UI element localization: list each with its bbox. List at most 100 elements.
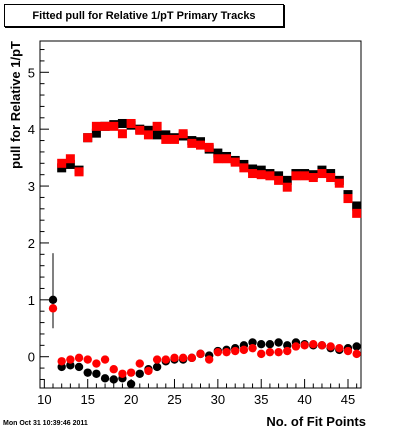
- data-point-square: [74, 167, 84, 177]
- x-axis-label: No. of Fit Points: [266, 414, 366, 429]
- x-tick-label: 15: [80, 392, 94, 407]
- data-point-square: [126, 118, 136, 128]
- data-point-square: [83, 133, 93, 143]
- x-tick-label: 35: [254, 392, 268, 407]
- data-point-square: [308, 173, 318, 183]
- data-point-circle: [109, 365, 118, 374]
- data-point-square: [91, 121, 101, 131]
- data-point-circle: [274, 338, 283, 347]
- data-point-square: [57, 163, 67, 173]
- data-point-circle: [265, 347, 275, 357]
- data-point-square: [117, 129, 127, 139]
- data-point-square: [265, 171, 275, 181]
- data-point-circle: [126, 379, 136, 389]
- data-point-square: [169, 134, 179, 144]
- data-point-square: [204, 142, 214, 152]
- data-point-circle: [343, 346, 353, 356]
- data-point-circle: [57, 357, 66, 366]
- data-point-circle: [83, 355, 92, 364]
- data-point-square: [65, 154, 75, 164]
- data-point-square: [152, 130, 162, 140]
- data-point-square: [352, 208, 362, 218]
- data-point-circle: [92, 369, 101, 378]
- chart-title: Fitted pull for Relative 1/pT Primary Tr…: [32, 10, 256, 22]
- data-point-square: [274, 175, 284, 185]
- data-point-square: [178, 129, 188, 139]
- data-point-circle: [74, 353, 84, 363]
- data-point-square: [161, 130, 171, 140]
- data-point-circle: [144, 366, 153, 376]
- data-point-circle: [83, 368, 92, 377]
- data-point-circle: [248, 343, 257, 353]
- data-point-square: [143, 125, 153, 135]
- data-point-square: [291, 171, 301, 181]
- data-point-circle: [170, 353, 179, 363]
- data-point-circle: [213, 347, 223, 357]
- data-point-square: [248, 164, 258, 174]
- data-point-circle: [300, 341, 309, 350]
- data-point-circle: [48, 304, 58, 313]
- data-point-circle: [283, 346, 292, 356]
- data-point-square: [152, 121, 162, 131]
- data-point-square: [57, 158, 67, 168]
- x-tick-label: 20: [124, 392, 138, 407]
- data-point-square: [317, 169, 327, 179]
- x-tick-label: 25: [167, 392, 181, 407]
- data-point-square: [256, 170, 266, 180]
- data-point-circle: [109, 375, 118, 384]
- data-point-square: [143, 130, 153, 140]
- data-point-square: [109, 121, 119, 131]
- x-tick-label: 30: [211, 392, 225, 407]
- data-point-circle: [118, 369, 127, 378]
- data-point-circle: [352, 342, 361, 351]
- data-point-square: [274, 171, 284, 181]
- data-point-square: [65, 159, 75, 169]
- data-point-circle: [187, 353, 197, 363]
- data-point-square: [161, 134, 171, 144]
- data-point-circle: [309, 339, 318, 349]
- data-point-square: [326, 173, 336, 183]
- data-point-square: [239, 163, 249, 173]
- data-point-square: [222, 154, 232, 164]
- data-point-circle: [196, 349, 205, 359]
- y-tick-label: 2: [28, 236, 35, 251]
- data-point-circle: [326, 342, 335, 351]
- data-point-circle: [100, 355, 110, 364]
- data-point-square: [100, 121, 110, 131]
- data-point-square: [213, 154, 223, 164]
- data-point-circle: [135, 369, 144, 378]
- data-point-square: [187, 138, 197, 148]
- x-tick-label: 40: [297, 392, 311, 407]
- data-point-circle: [257, 339, 266, 349]
- x-tick-label: 45: [341, 392, 355, 407]
- x-tick-label: 10: [37, 392, 51, 407]
- data-point-square: [213, 148, 223, 158]
- data-point-square: [117, 118, 127, 128]
- data-point-circle: [274, 347, 283, 357]
- chart-title-box: Fitted pull for Relative 1/pT Primary Tr…: [4, 4, 284, 27]
- data-point-square: [343, 194, 353, 204]
- y-tick-label: 1: [28, 293, 35, 308]
- data-point-square: [334, 178, 344, 188]
- data-point-square: [91, 128, 101, 138]
- data-point-circle: [204, 355, 214, 364]
- y-tick-label: 0: [28, 350, 35, 365]
- data-point-square: [196, 140, 205, 150]
- data-point-square: [248, 169, 258, 179]
- data-point-circle: [317, 341, 327, 350]
- data-point-square: [300, 171, 310, 181]
- data-point-circle: [74, 362, 84, 372]
- data-point-circle: [161, 355, 170, 364]
- plot-frame: [39, 40, 362, 389]
- data-point-circle: [152, 362, 162, 372]
- data-point-square: [230, 157, 240, 167]
- data-point-circle: [48, 295, 58, 305]
- data-point-circle: [239, 345, 249, 355]
- data-point-circle: [92, 359, 101, 368]
- data-point-circle: [66, 355, 75, 364]
- data-point-circle: [222, 347, 231, 357]
- data-point-circle: [135, 359, 144, 368]
- data-point-circle: [231, 346, 240, 356]
- data-point-square: [352, 201, 362, 211]
